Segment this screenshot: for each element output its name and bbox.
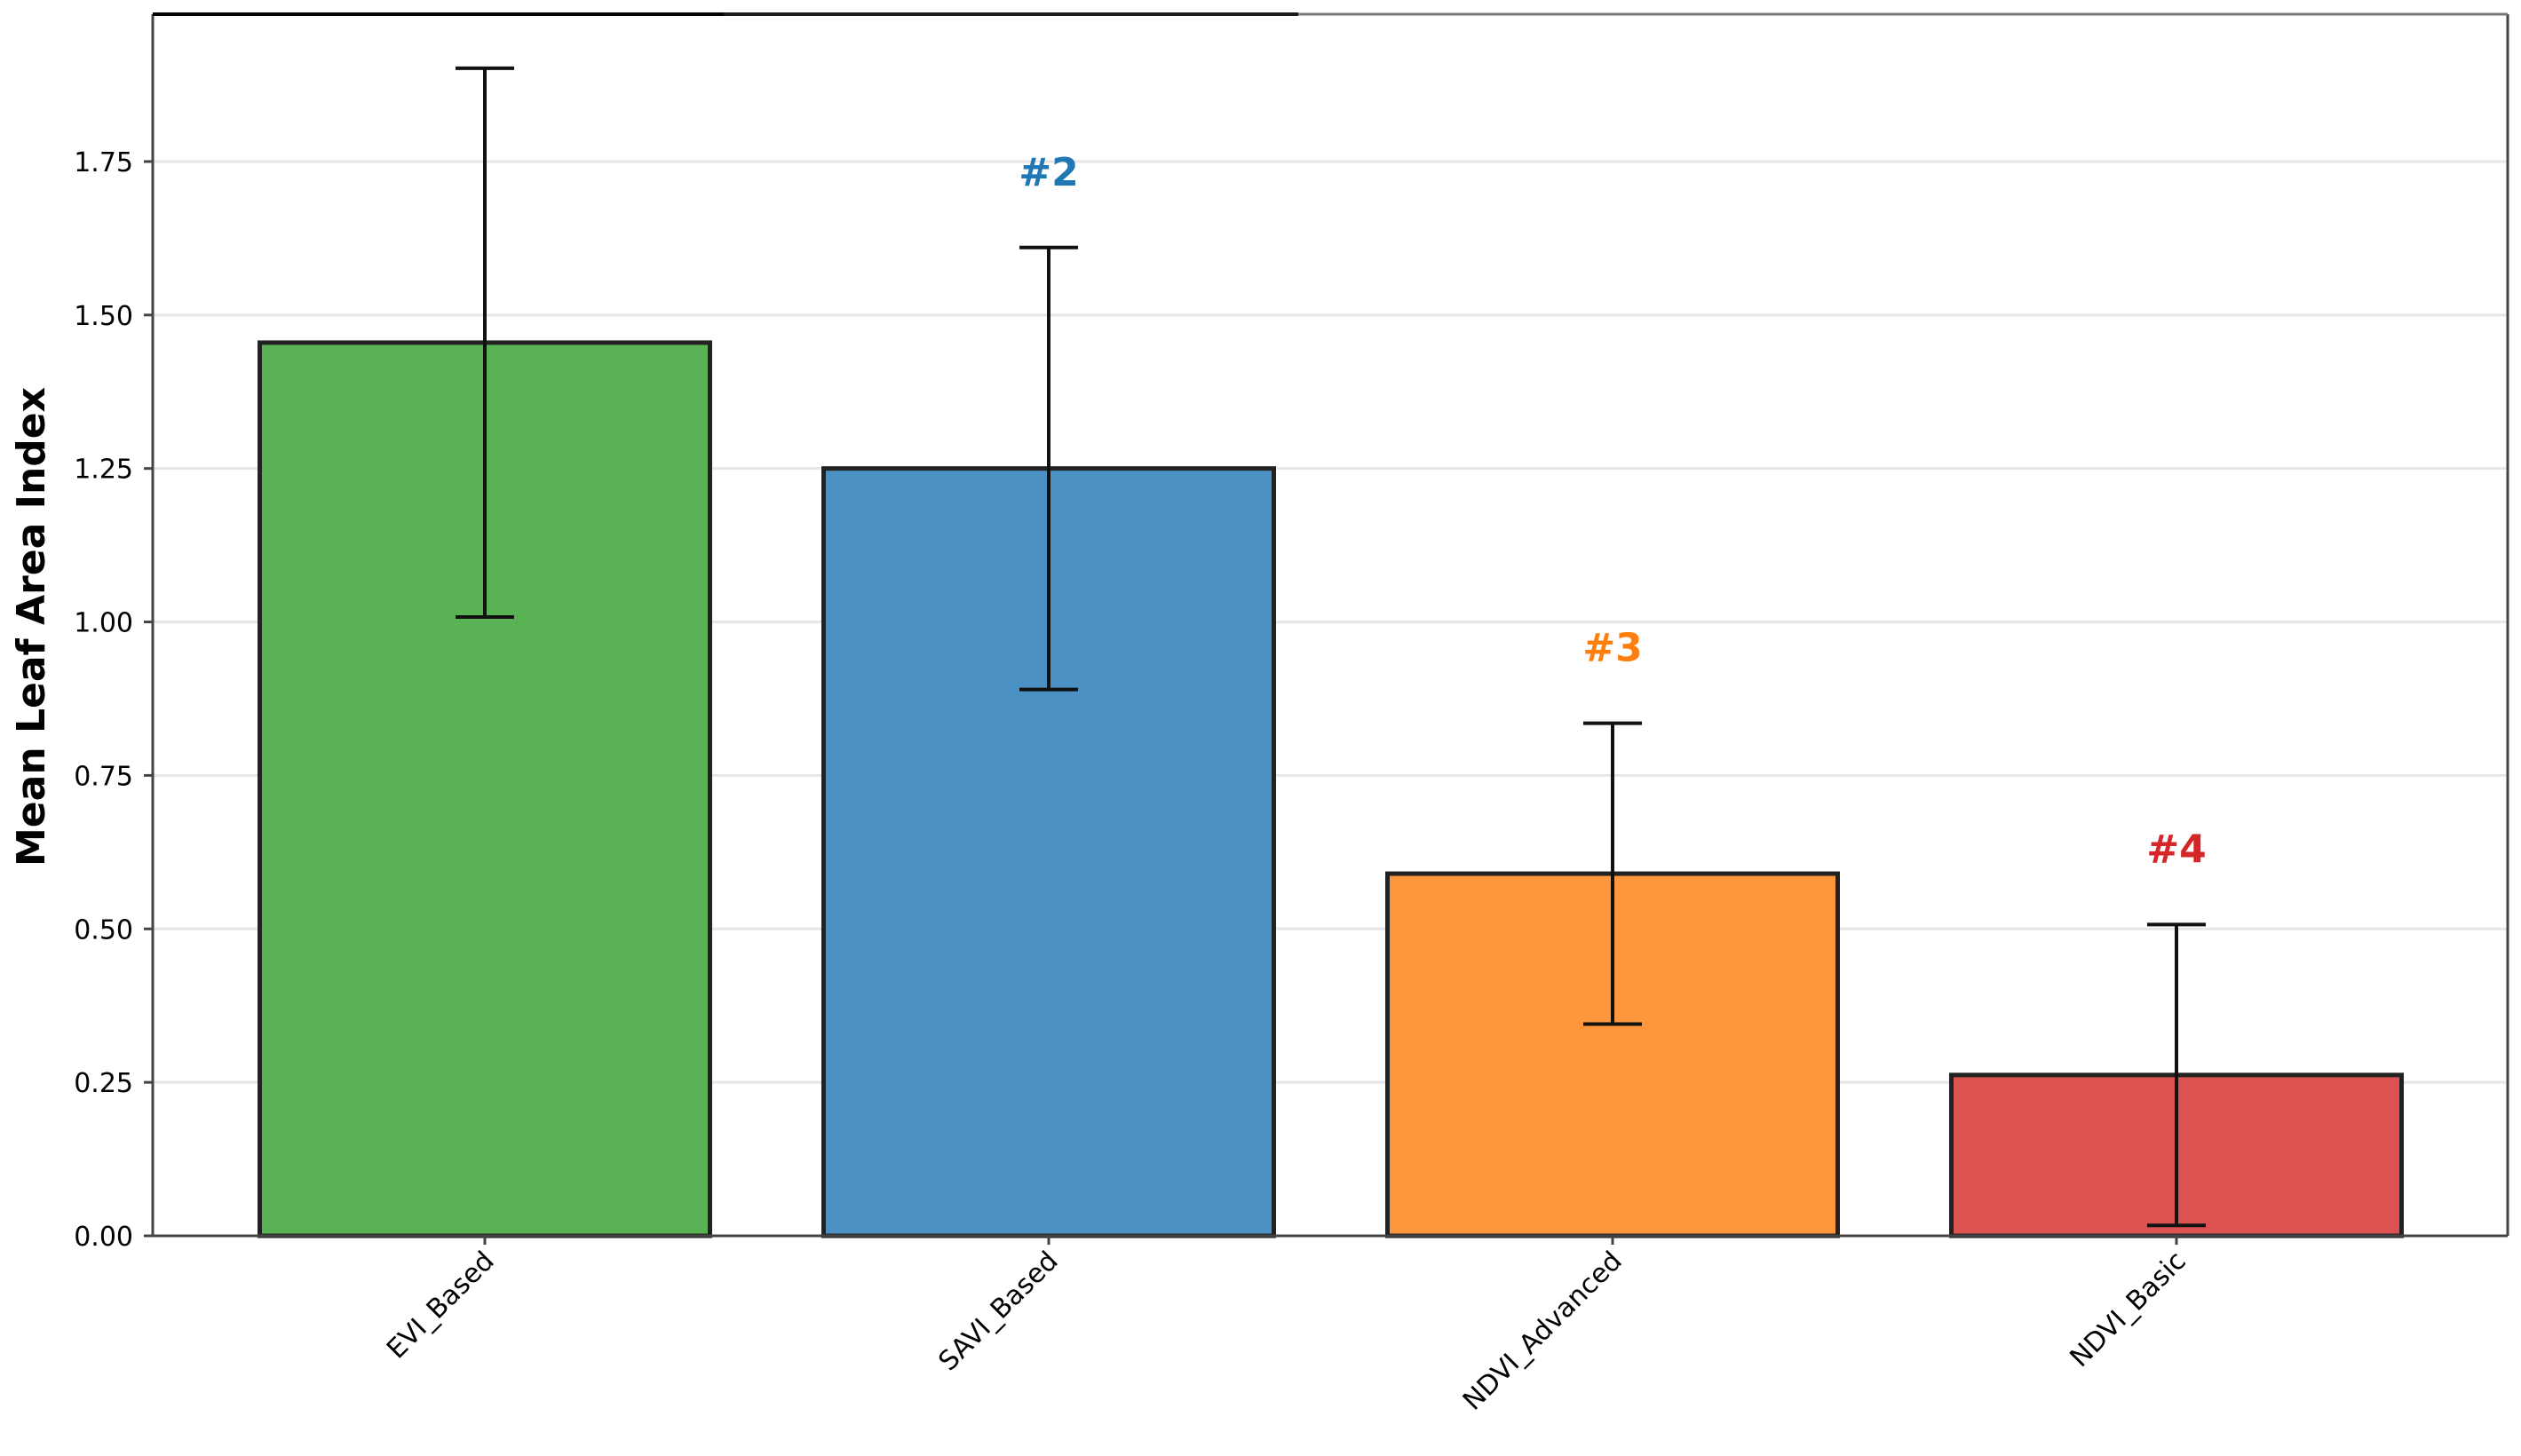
y-tick-label: 0.75 xyxy=(74,761,133,792)
error-bar xyxy=(456,66,514,620)
y-axis-title: Mean Leaf Area Index xyxy=(9,387,54,866)
y-tick-label: 1.00 xyxy=(74,608,133,639)
error-bar xyxy=(2147,922,2206,1228)
y-tick-labels: 0.00 0.25 0.50 0.75 1.00 1.25 1.50 1.75 xyxy=(74,147,133,1253)
y-tick-label: 1.75 xyxy=(74,147,133,178)
rank-label: #2 xyxy=(1019,150,1078,195)
y-tick-label: 0.00 xyxy=(74,1222,133,1253)
error-bar xyxy=(1019,245,1078,692)
y-tick-label: 1.50 xyxy=(74,301,133,332)
axes xyxy=(144,12,2509,1245)
y-tick-label: 0.25 xyxy=(74,1068,133,1099)
error-bar xyxy=(1583,721,1642,1026)
rank-labels: #2 #3 #4 xyxy=(1019,150,2206,873)
rank-label: #3 xyxy=(1582,626,1642,671)
rank-label: #4 xyxy=(2146,827,2206,872)
y-tick-label: 1.25 xyxy=(74,455,133,486)
error-bars xyxy=(456,66,2206,1228)
y-tick-label: 0.50 xyxy=(74,914,133,946)
